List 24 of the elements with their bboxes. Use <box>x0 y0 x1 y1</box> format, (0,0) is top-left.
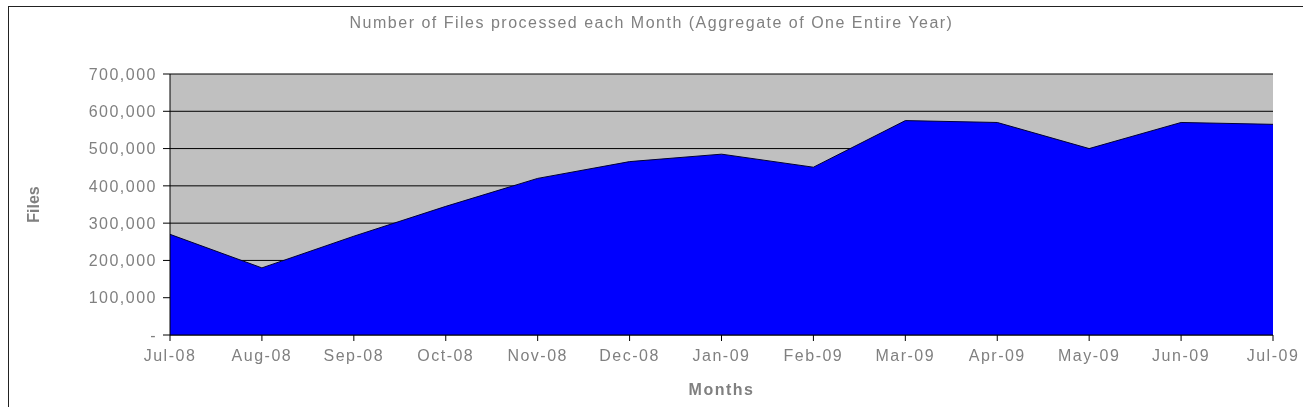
x-tick-label: Apr-09 <box>968 347 1026 365</box>
y-axis-title: Files <box>24 186 42 223</box>
x-tick-label: Aug-08 <box>231 347 293 365</box>
x-tick-label: Jan-09 <box>692 347 751 365</box>
y-tick-label: 600,000 <box>88 102 157 120</box>
x-tick-label: Dec-08 <box>599 347 660 365</box>
x-tick-label: May-09 <box>1057 347 1121 365</box>
x-tick-label: Nov-08 <box>507 347 568 365</box>
x-tick-label: Feb-09 <box>783 347 844 365</box>
y-tick-label: 200,000 <box>88 252 157 270</box>
y-tick-label: - <box>150 326 157 344</box>
x-axis-title: Months <box>688 381 755 398</box>
x-tick-label: Oct-08 <box>417 347 475 365</box>
y-tick-label: 400,000 <box>88 177 157 195</box>
y-tick-label: 300,000 <box>88 214 157 232</box>
x-tick-label: Jun-09 <box>1152 347 1211 365</box>
y-tick-label: 100,000 <box>88 289 157 307</box>
x-tick-label: Mar-09 <box>875 347 936 365</box>
y-tick-label: 500,000 <box>88 140 157 158</box>
y-tick-label: 700,000 <box>88 65 157 83</box>
chart-title: Number of Files processed each Month (Aggregate of One Entire Year) <box>348 13 955 32</box>
x-tick-label: Jul-09 <box>1246 347 1300 365</box>
x-tick-label: Sep-08 <box>323 347 385 365</box>
x-tick-label: Jul-08 <box>143 347 197 365</box>
